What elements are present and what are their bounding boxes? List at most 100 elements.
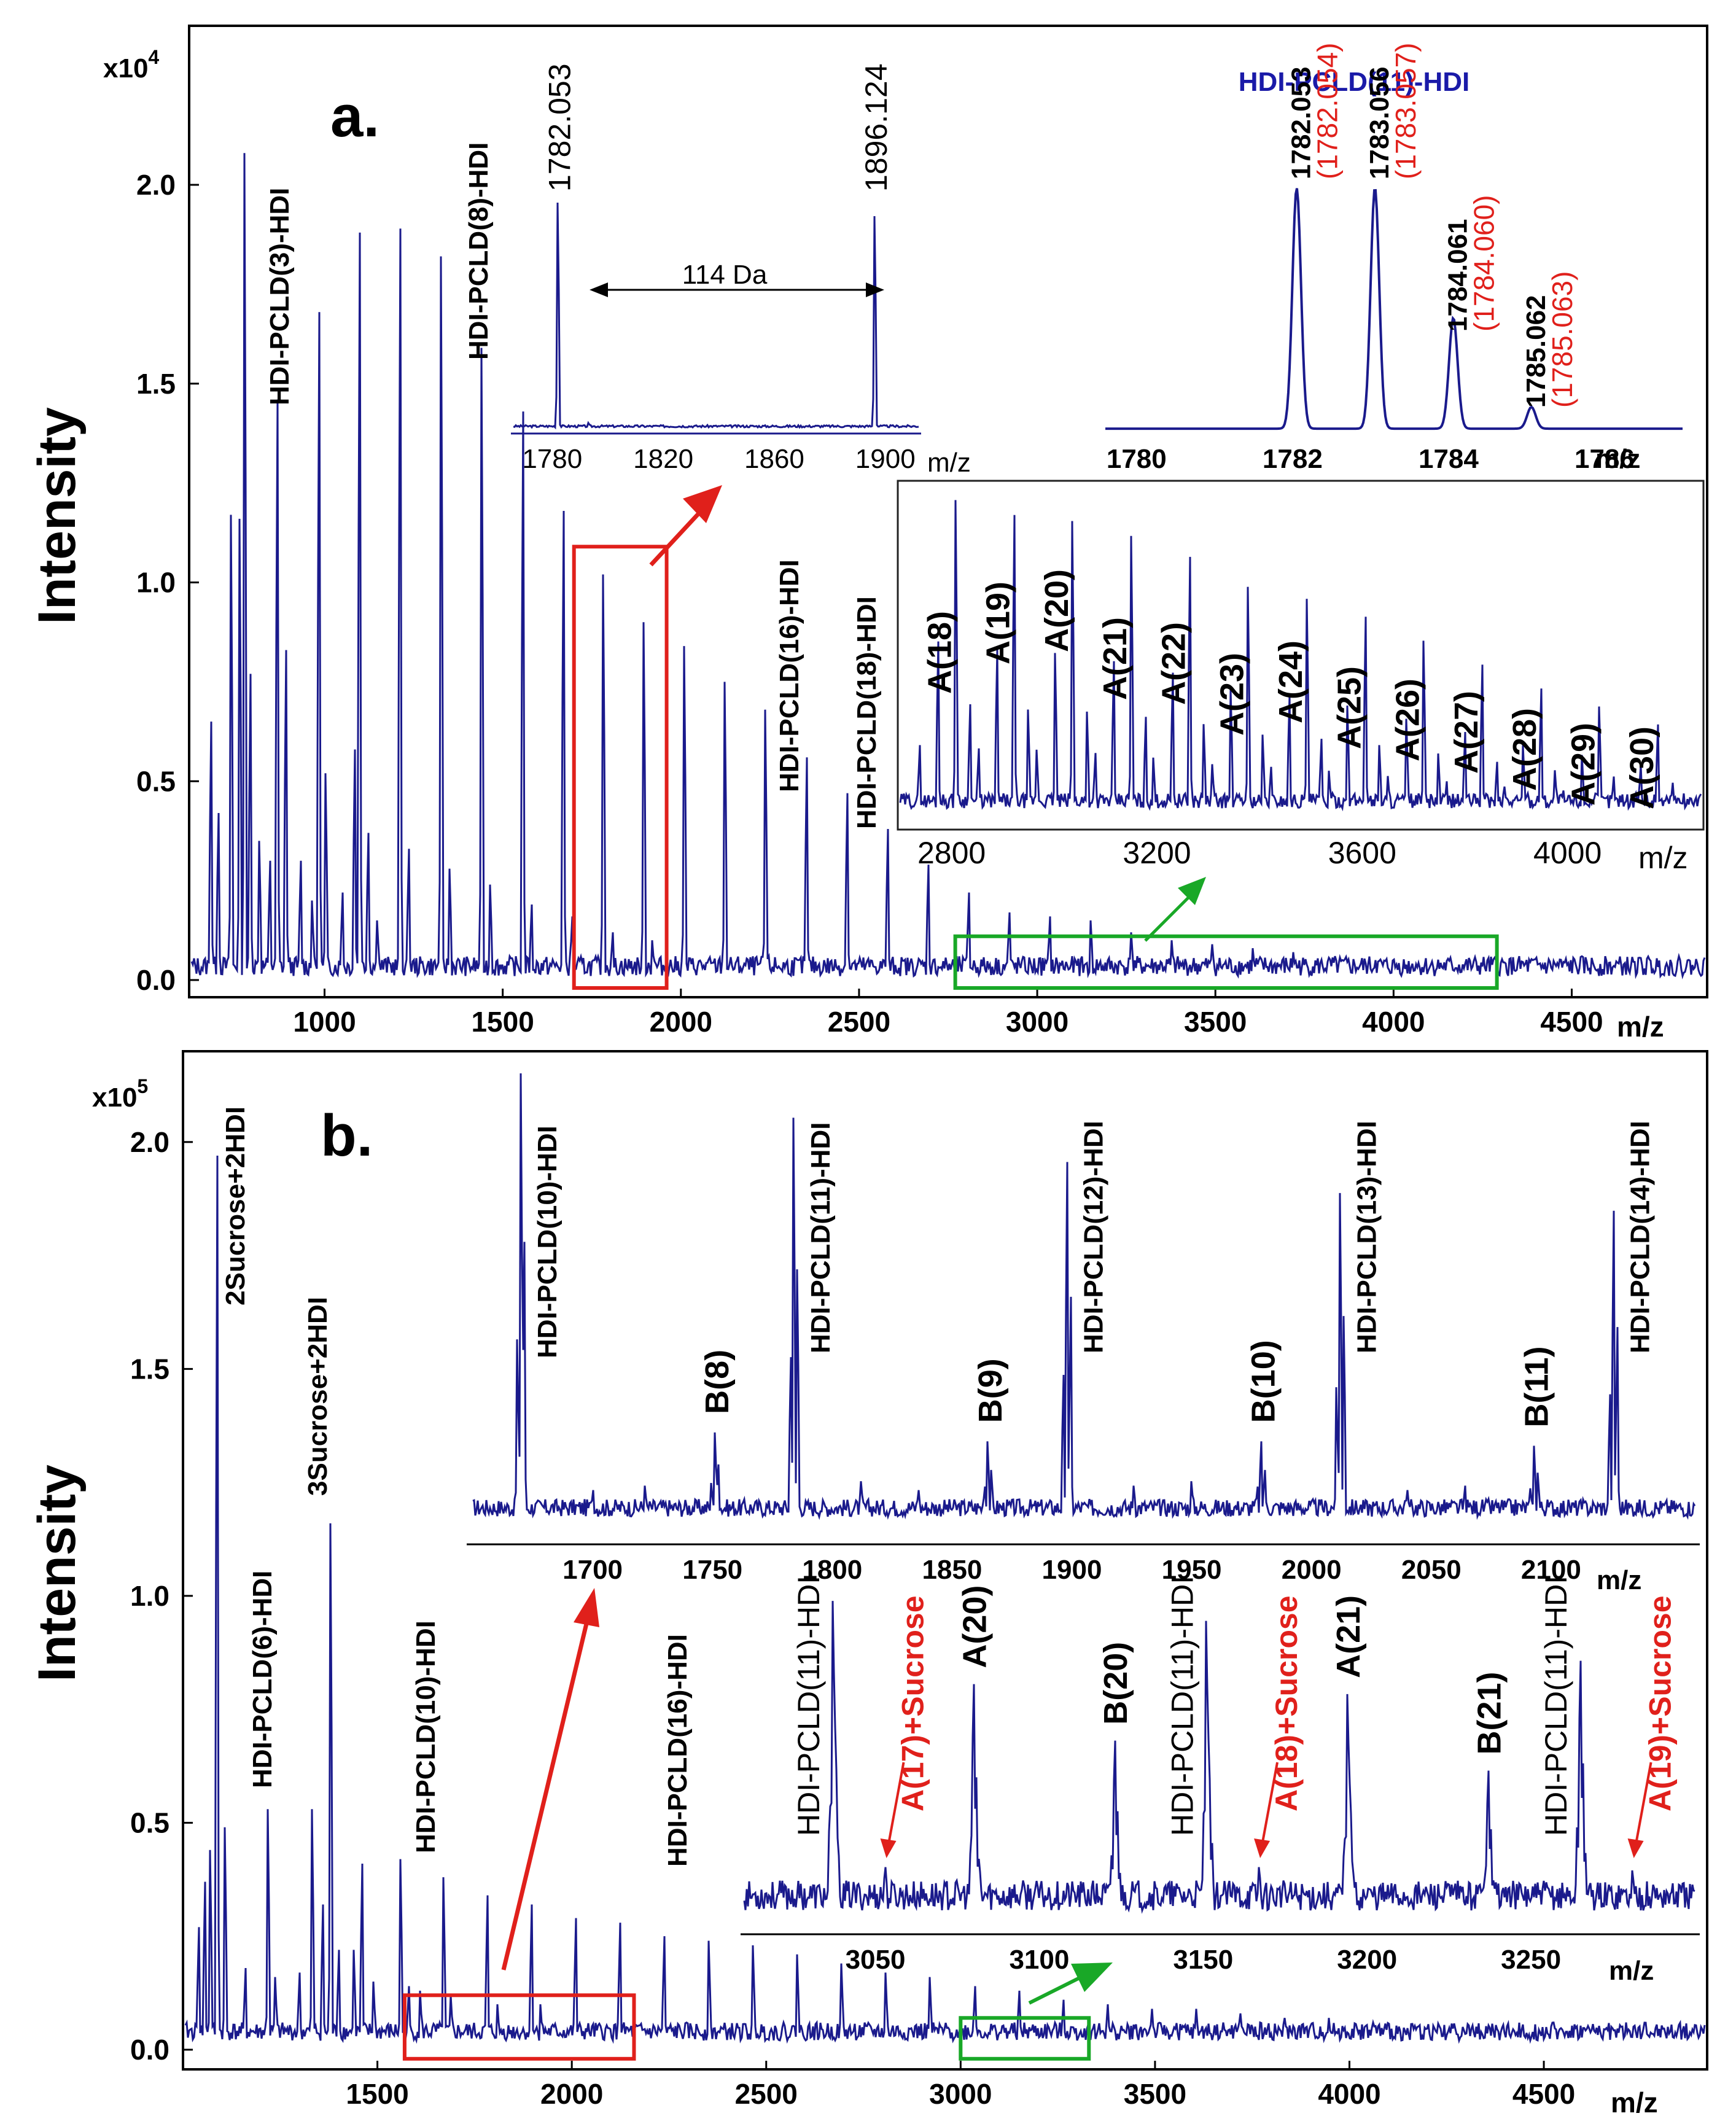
inset-zoom-x-ticks: 1780 1820 1860 1900 bbox=[522, 444, 915, 474]
panel-a-x-ticks: 1000 1500 2000 2500 3000 3500 4000 4500 bbox=[293, 989, 1603, 1038]
x-tick-label: 1820 bbox=[633, 444, 693, 474]
inset-zoom-x-unit: m/z bbox=[927, 448, 971, 478]
x-tick-label: 2500 bbox=[828, 1006, 890, 1038]
inset-sucrose-peak-labels: HDI-PCLD(11)-HDI A(17)+Sucrose A(20)B(20) H… bbox=[792, 1576, 1678, 1858]
x-tick-label: 3500 bbox=[1124, 2078, 1186, 2110]
x-tick-label: 4500 bbox=[1512, 2078, 1575, 2110]
y-tick-label: 1.5 bbox=[130, 1353, 169, 1385]
panel-b-x-ticks: 1500 2000 2500 3000 3500 4000 4500 bbox=[346, 2061, 1575, 2110]
x-tick-label: 3500 bbox=[1184, 1006, 1247, 1038]
panel-b-spectrum-line bbox=[184, 1155, 1706, 2044]
panel-a-zoom-box-green bbox=[953, 934, 1499, 990]
inset-zoom-spacing-label: 114 Da bbox=[682, 260, 768, 290]
y-tick-label: 0.5 bbox=[130, 1807, 169, 1838]
peak-annotation: HDI-PCLD(10)-HDI bbox=[411, 1620, 441, 1853]
x-tick-label: 1784 bbox=[1419, 444, 1479, 474]
highmass-peak-label: A(23) bbox=[1214, 653, 1251, 736]
highmass-peak-label: A(24) bbox=[1272, 640, 1309, 723]
panel-a-x-axis-label: m/z bbox=[1617, 1011, 1664, 1043]
inset-b-peak-label: B(10) bbox=[1245, 1340, 1282, 1423]
panel-a-y-ticks: 0.0 0.5 1.0 1.5 2.0 bbox=[136, 169, 199, 996]
x-tick-label: 3200 bbox=[1123, 836, 1191, 870]
adduct-arrow-line bbox=[887, 1762, 905, 1843]
panel-a-green-arrow bbox=[1144, 877, 1206, 942]
y-tick-label: 0.0 bbox=[136, 964, 176, 996]
inset-b-zoom-x-unit: m/z bbox=[1597, 1565, 1641, 1595]
inset-sucrose-peak-label: HDI-PCLD(11)-HDI bbox=[1539, 1576, 1573, 1836]
inset-sucrose-peak-label: A(20) bbox=[957, 1585, 994, 1668]
x-tick-label: 3050 bbox=[846, 1945, 906, 1975]
peak-annotation: HDI-PCLD(6)-HDI bbox=[247, 1571, 278, 1788]
inset-isotope-peak-labels: 1782.053(1782.054) 1783.056(1783.057) 1784… bbox=[1286, 43, 1578, 408]
panel-a-label: a. bbox=[330, 84, 380, 149]
inset-sucrose-peak-label: B(21) bbox=[1471, 1671, 1508, 1754]
x-tick-label: 4500 bbox=[1540, 1006, 1603, 1038]
inset-isotope-title: HDI-PCLD(11)-HDI bbox=[1239, 67, 1469, 97]
x-tick-label: 4000 bbox=[1362, 1006, 1425, 1038]
inset-highmass-spectrum-line bbox=[899, 500, 1702, 812]
y-tick-label: 1.0 bbox=[136, 567, 176, 599]
highmass-peak-label: A(30) bbox=[1624, 726, 1660, 809]
panel-a-red-arrow bbox=[649, 485, 722, 567]
panel-b-label: b. bbox=[321, 1103, 373, 1169]
peak-annotation: HDI-PCLD(8)-HDI bbox=[464, 142, 494, 360]
highmass-peak-label: A(21) bbox=[1097, 617, 1134, 700]
x-tick-label: 3000 bbox=[929, 2078, 992, 2110]
inset-isotope-x-ticks: 1780 1782 1784 1786 bbox=[1107, 444, 1635, 474]
adduct-arrow-line bbox=[1261, 1762, 1279, 1843]
y-tick-label: 1.0 bbox=[130, 1580, 169, 1612]
panel-a-spectrum-line bbox=[190, 153, 1706, 979]
x-tick-label: 2000 bbox=[540, 2078, 603, 2110]
panel-a-y-multiplier-exp: 4 bbox=[148, 46, 159, 68]
x-tick-label: 1500 bbox=[346, 2078, 408, 2110]
panel-a-zoom-box-red bbox=[572, 545, 669, 990]
panel-a-y-axis-label: Intensity bbox=[28, 407, 87, 624]
panel-b-y-multiplier: x105 bbox=[92, 1075, 148, 1113]
highmass-peak-label: A(27) bbox=[1448, 691, 1485, 774]
x-tick-label: 3000 bbox=[1006, 1006, 1068, 1038]
highmass-peak-label: A(19) bbox=[980, 582, 1017, 664]
panel-a-inset-zoom: 1780 1820 1860 1900 m/z 1782.053 1896.124 11… bbox=[511, 63, 971, 478]
x-tick-label: 2050 bbox=[1401, 1555, 1462, 1585]
adduct-arrow-head bbox=[1254, 1838, 1271, 1858]
peak-annotation: 3Sucrose+2HDI bbox=[303, 1297, 333, 1496]
inset-highmass-x-ticks: 2800 3200 3600 4000 bbox=[917, 836, 1602, 870]
inset-b-zoom-x-ticks: 1700 1750 1800 1850 1900 1950 2000 2050 2100 bbox=[562, 1555, 1581, 1585]
y-tick-label: 1.5 bbox=[136, 368, 176, 400]
isotope-calculated-mass: (1782.054) bbox=[1312, 43, 1344, 180]
highmass-peak-label: A(22) bbox=[1155, 622, 1192, 705]
panel-a-y-multiplier: x104 bbox=[103, 46, 159, 84]
panel-b-zoom-box-green bbox=[959, 2016, 1091, 2061]
inset-b-peak-label: B(11) bbox=[1519, 1346, 1555, 1427]
inset-zoom-peak-label: 1782.053 bbox=[543, 63, 577, 192]
isotope-observed-mass: 1782.053 bbox=[1286, 66, 1317, 179]
x-tick-label: 1500 bbox=[471, 1006, 534, 1038]
x-tick-label: 1950 bbox=[1162, 1555, 1222, 1585]
x-tick-label: 1700 bbox=[562, 1555, 623, 1585]
x-tick-label: 4000 bbox=[1533, 836, 1602, 870]
inset-b-peak-label: B(9) bbox=[972, 1358, 1009, 1423]
inset-zoom-peak-labels: 1782.053 1896.124 bbox=[543, 63, 894, 192]
peak-annotation: HDI-PCLD(18)-HDI bbox=[852, 596, 882, 829]
x-tick-label: 4000 bbox=[1318, 2078, 1380, 2110]
adduct-arrow-head bbox=[1627, 1838, 1644, 1858]
panel-a-y-multiplier-base: x10 bbox=[103, 53, 148, 84]
panel-a-peak-annotations: HDI-PCLD(3)-HDI HDI-PCLD(8)-HDI HDI-PCLD(1… bbox=[265, 142, 882, 829]
inset-b-peak-label: B(8) bbox=[699, 1350, 736, 1414]
isotope-observed-mass: 1783.056 bbox=[1364, 66, 1395, 179]
peak-annotation: HDI-PCLD(16)-HDI bbox=[774, 559, 804, 792]
x-tick-label: 1786 bbox=[1574, 444, 1635, 474]
highmass-peak-label: A(25) bbox=[1331, 666, 1368, 749]
panel-b-x-axis-label: m/z bbox=[1611, 2087, 1658, 2118]
x-tick-label: 2800 bbox=[917, 836, 986, 870]
y-tick-label: 0.0 bbox=[130, 2034, 169, 2066]
panel-a: 1000 1500 2000 2500 3000 3500 4000 4500 0.0 0.5 1… bbox=[28, 25, 1708, 1043]
inset-sucrose-peak-label: HDI-PCLD(11)-HDI bbox=[1166, 1576, 1200, 1836]
x-tick-label: 3250 bbox=[1501, 1945, 1561, 1975]
panel-b-y-multiplier-exp: 5 bbox=[137, 1075, 148, 1097]
panel-b-plot-frame bbox=[182, 1050, 1708, 2071]
inset-b-peak-label: HDI-PCLD(12)-HDI bbox=[1079, 1121, 1109, 1353]
inset-b-peak-label: HDI-PCLD(13)-HDI bbox=[1352, 1121, 1382, 1353]
isotope-observed-mass: 1785.062 bbox=[1521, 295, 1551, 408]
